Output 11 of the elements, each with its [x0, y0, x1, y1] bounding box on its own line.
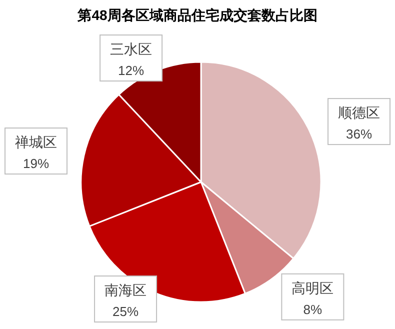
data-label: 12% [118, 63, 144, 78]
slice-label: 高明区 [292, 280, 334, 296]
slice-label: 南海区 [104, 282, 147, 298]
slice-label: 三水区 [110, 41, 152, 57]
slice-label: 顺德区 [338, 104, 380, 121]
slice-label: 禅城区 [15, 134, 57, 150]
data-label: 36% [346, 126, 372, 142]
data-label: 25% [112, 304, 139, 319]
chart-title: 第48周各区域商品住宅成交套数占比图 [76, 7, 318, 23]
data-label: 8% [303, 302, 323, 317]
data-label: 19% [22, 156, 50, 172]
